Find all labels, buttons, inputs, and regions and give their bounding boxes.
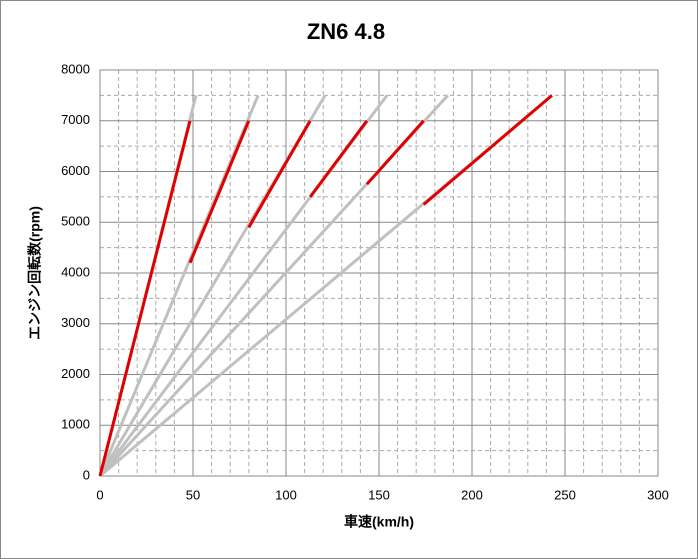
y-tick-label: 3000 xyxy=(61,315,90,330)
x-tick-label: 150 xyxy=(368,487,390,502)
y-tick-label: 5000 xyxy=(61,214,90,229)
x-tick-label: 50 xyxy=(186,487,200,502)
x-tick-label: 300 xyxy=(647,487,669,502)
y-tick-label: 8000 xyxy=(61,61,90,76)
y-tick-label: 0 xyxy=(83,467,90,482)
y-tick-label: 7000 xyxy=(61,112,90,127)
series-line xyxy=(98,120,192,477)
y-tick-label: 2000 xyxy=(61,366,90,381)
series-line xyxy=(247,120,312,229)
series-line xyxy=(422,94,553,206)
y-tick-label: 4000 xyxy=(61,264,90,279)
y-tick-label: 1000 xyxy=(61,417,90,432)
y-axis-label: エンジン回転数(rpm) xyxy=(27,206,43,340)
chart-title: ZN6 4.8 xyxy=(307,19,385,44)
series-line xyxy=(188,120,251,264)
x-axis-label: 車速(km/h) xyxy=(344,514,414,530)
series-line xyxy=(308,119,369,198)
y-tick-label: 6000 xyxy=(61,163,90,178)
x-tick-label: 100 xyxy=(275,487,297,502)
x-tick-label: 0 xyxy=(96,487,103,502)
x-tick-label: 200 xyxy=(461,487,483,502)
series-line xyxy=(365,119,425,186)
x-tick-label: 250 xyxy=(554,487,576,502)
